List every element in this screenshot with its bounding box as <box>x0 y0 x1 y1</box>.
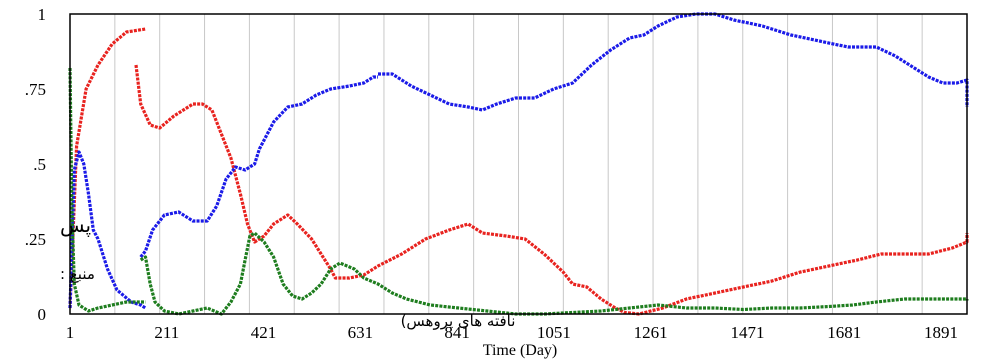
y-tick-labels: 0 .25 .5 .75 1 <box>25 5 46 324</box>
chart-grid <box>114 14 923 314</box>
x-axis-label: Time (Day) <box>483 342 558 359</box>
x-tick-label: 211 <box>154 323 179 342</box>
y-tick-label: 0 <box>38 305 47 324</box>
x-tick-label: 421 <box>251 323 277 342</box>
x-tick-label: 1051 <box>537 323 571 342</box>
y-tick-label: .25 <box>25 230 46 249</box>
x-tick-label: 631 <box>348 323 374 342</box>
overlay-annotation: نافته های پروهس) <box>401 312 516 331</box>
y-tick-label: 1 <box>38 5 47 24</box>
x-tick-label: 1261 <box>634 323 668 342</box>
y-tick-label: .75 <box>25 80 46 99</box>
series-line-1 <box>68 27 969 316</box>
y-axis-label: پس <box>60 213 91 238</box>
x-tick-label: 1681 <box>827 323 861 342</box>
y-tick-label: .5 <box>33 155 46 174</box>
x-tick-label: 1471 <box>730 323 764 342</box>
x-tick-label: 1891 <box>924 323 958 342</box>
plot-frame <box>69 13 968 315</box>
x-tick-label: 841 <box>444 323 470 342</box>
x-tick-labels: 1 211 421 631 841 1051 1261 1471 1681 1891 <box>66 323 958 342</box>
x-tick-label: 1 <box>66 323 75 342</box>
side-note: منبع : <box>60 265 95 283</box>
series-line-3 <box>68 67 969 316</box>
